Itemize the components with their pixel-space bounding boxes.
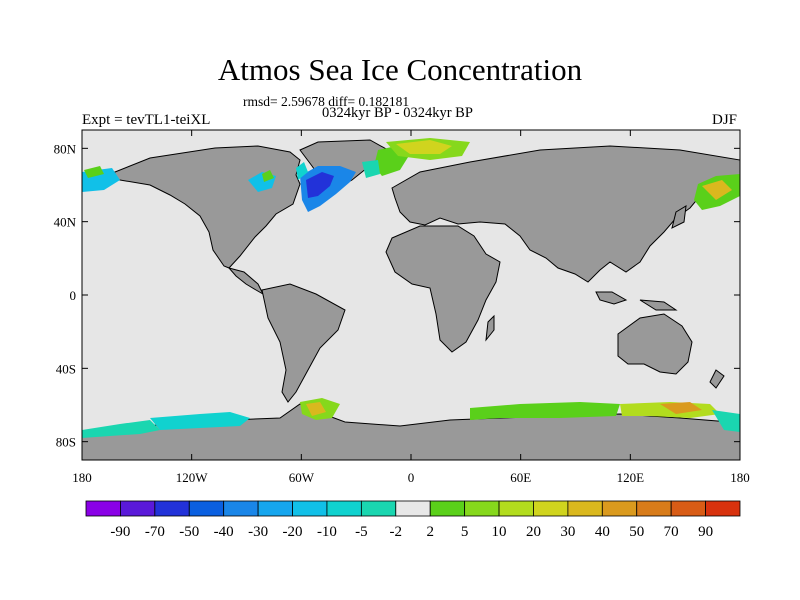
y-tick-label: 80N (54, 141, 77, 156)
anomaly-bering-west-green (84, 166, 104, 178)
colorbar-swatch (188, 500, 225, 517)
colorbar-swatch (498, 500, 534, 517)
anomaly-hudson-bay-green (262, 170, 274, 182)
anomaly-southern-indian (470, 402, 620, 420)
x-tick-label: 60W (289, 470, 315, 485)
season-label: DJF (712, 112, 738, 128)
colorbar-label: 5 (461, 524, 469, 540)
colorbar-label: 20 (526, 524, 541, 540)
colorbar-swatch (257, 500, 293, 517)
colorbar-swatch (670, 500, 706, 517)
x-tick-label: 0 (408, 470, 415, 485)
x-tick-label: 120W (176, 470, 209, 485)
anomaly-ross-sea (712, 410, 740, 432)
anomaly-barents-sea-core (396, 140, 452, 154)
land-madagascar (485, 314, 495, 342)
anomaly-greenland-sea-teal (362, 160, 380, 178)
land-japan (671, 205, 687, 229)
colorbar: -90 -70 -50 -40 -30 -20 -10 -5 -2 2 5 10 20 30 40 50 70 9… (85, 500, 741, 540)
anomaly-north-atlantic-core (306, 172, 334, 198)
colorbar-label: 90 (698, 524, 713, 540)
land-north-america (99, 145, 301, 269)
colorbar-label: 30 (560, 524, 575, 540)
y-tick-label: 0 (70, 288, 77, 303)
x-tick-label: 60E (510, 470, 531, 485)
colorbar-swatch (395, 500, 431, 517)
colorbar-label: -90 (110, 524, 130, 540)
colorbar-label: -50 (179, 524, 199, 540)
colorbar-label: 40 (595, 524, 610, 540)
ice-anomalies (82, 138, 740, 438)
colorbar-swatch (326, 500, 362, 517)
colorbar-swatch (464, 500, 500, 517)
land-maritime-asia (595, 291, 628, 305)
y-tick-label: 40S (56, 361, 76, 376)
colorbar-label: -40 (214, 524, 234, 540)
land-australia (617, 313, 693, 375)
y-tick-label: 40N (54, 215, 77, 230)
y-tick-label: 80S (56, 435, 76, 450)
period-label: 0324kyr BP - 0324kyr BP (322, 105, 473, 121)
experiment-label: Expt = tevTL1-teiXL (82, 112, 211, 128)
axis-ticks: 180 120W 60W 0 60E 120E 180 80N 40N 0 40S 80S (54, 130, 750, 485)
colorbar-swatch (154, 500, 190, 517)
map-title: Atmos Sea Ice Concentration (217, 52, 583, 87)
colorbar-swatch (223, 500, 259, 517)
colorbar-swatch (533, 500, 569, 517)
anomaly-southern-pacific (150, 412, 250, 430)
colorbar-label: 10 (492, 524, 507, 540)
x-tick-label: 120E (617, 470, 645, 485)
anomaly-okhotsk-core (702, 180, 732, 200)
x-tick-label: 180 (72, 470, 92, 485)
colorbar-swatch (705, 500, 741, 517)
colorbar-label: -2 (390, 524, 403, 540)
land-eurasia (391, 145, 741, 283)
colorbar-label: -10 (317, 524, 337, 540)
colorbar-label: 2 (426, 524, 434, 540)
anomaly-southern-west (82, 420, 160, 438)
anomaly-weddell-core (306, 402, 326, 416)
colorbar-swatch (567, 500, 603, 517)
anomaly-labrador-edge (296, 162, 308, 180)
stats-label: rmsd= 2.59678 diff= 0.182181 (243, 94, 410, 109)
land-central-america (227, 267, 265, 296)
land-new-zealand (709, 369, 725, 389)
x-tick-label: 180 (730, 470, 750, 485)
colorbar-label: -20 (283, 524, 303, 540)
anomaly-southern-east-core (660, 402, 702, 414)
colorbar-label: 50 (629, 524, 644, 540)
colorbar-swatch (636, 500, 672, 517)
land-africa (385, 225, 501, 353)
colorbar-swatch (292, 500, 328, 517)
land-south-america (261, 283, 346, 403)
colorbar-swatch (120, 500, 156, 517)
colorbar-swatch (429, 500, 466, 517)
colorbar-swatch (601, 500, 638, 517)
colorbar-label: -70 (145, 524, 165, 540)
colorbar-label: -30 (248, 524, 268, 540)
colorbar-label: 70 (664, 524, 679, 540)
colorbar-swatch (85, 500, 121, 517)
land (81, 139, 741, 461)
colorbar-swatch (360, 500, 397, 517)
land-new-guinea (639, 299, 678, 311)
colorbar-label: -5 (355, 524, 368, 540)
